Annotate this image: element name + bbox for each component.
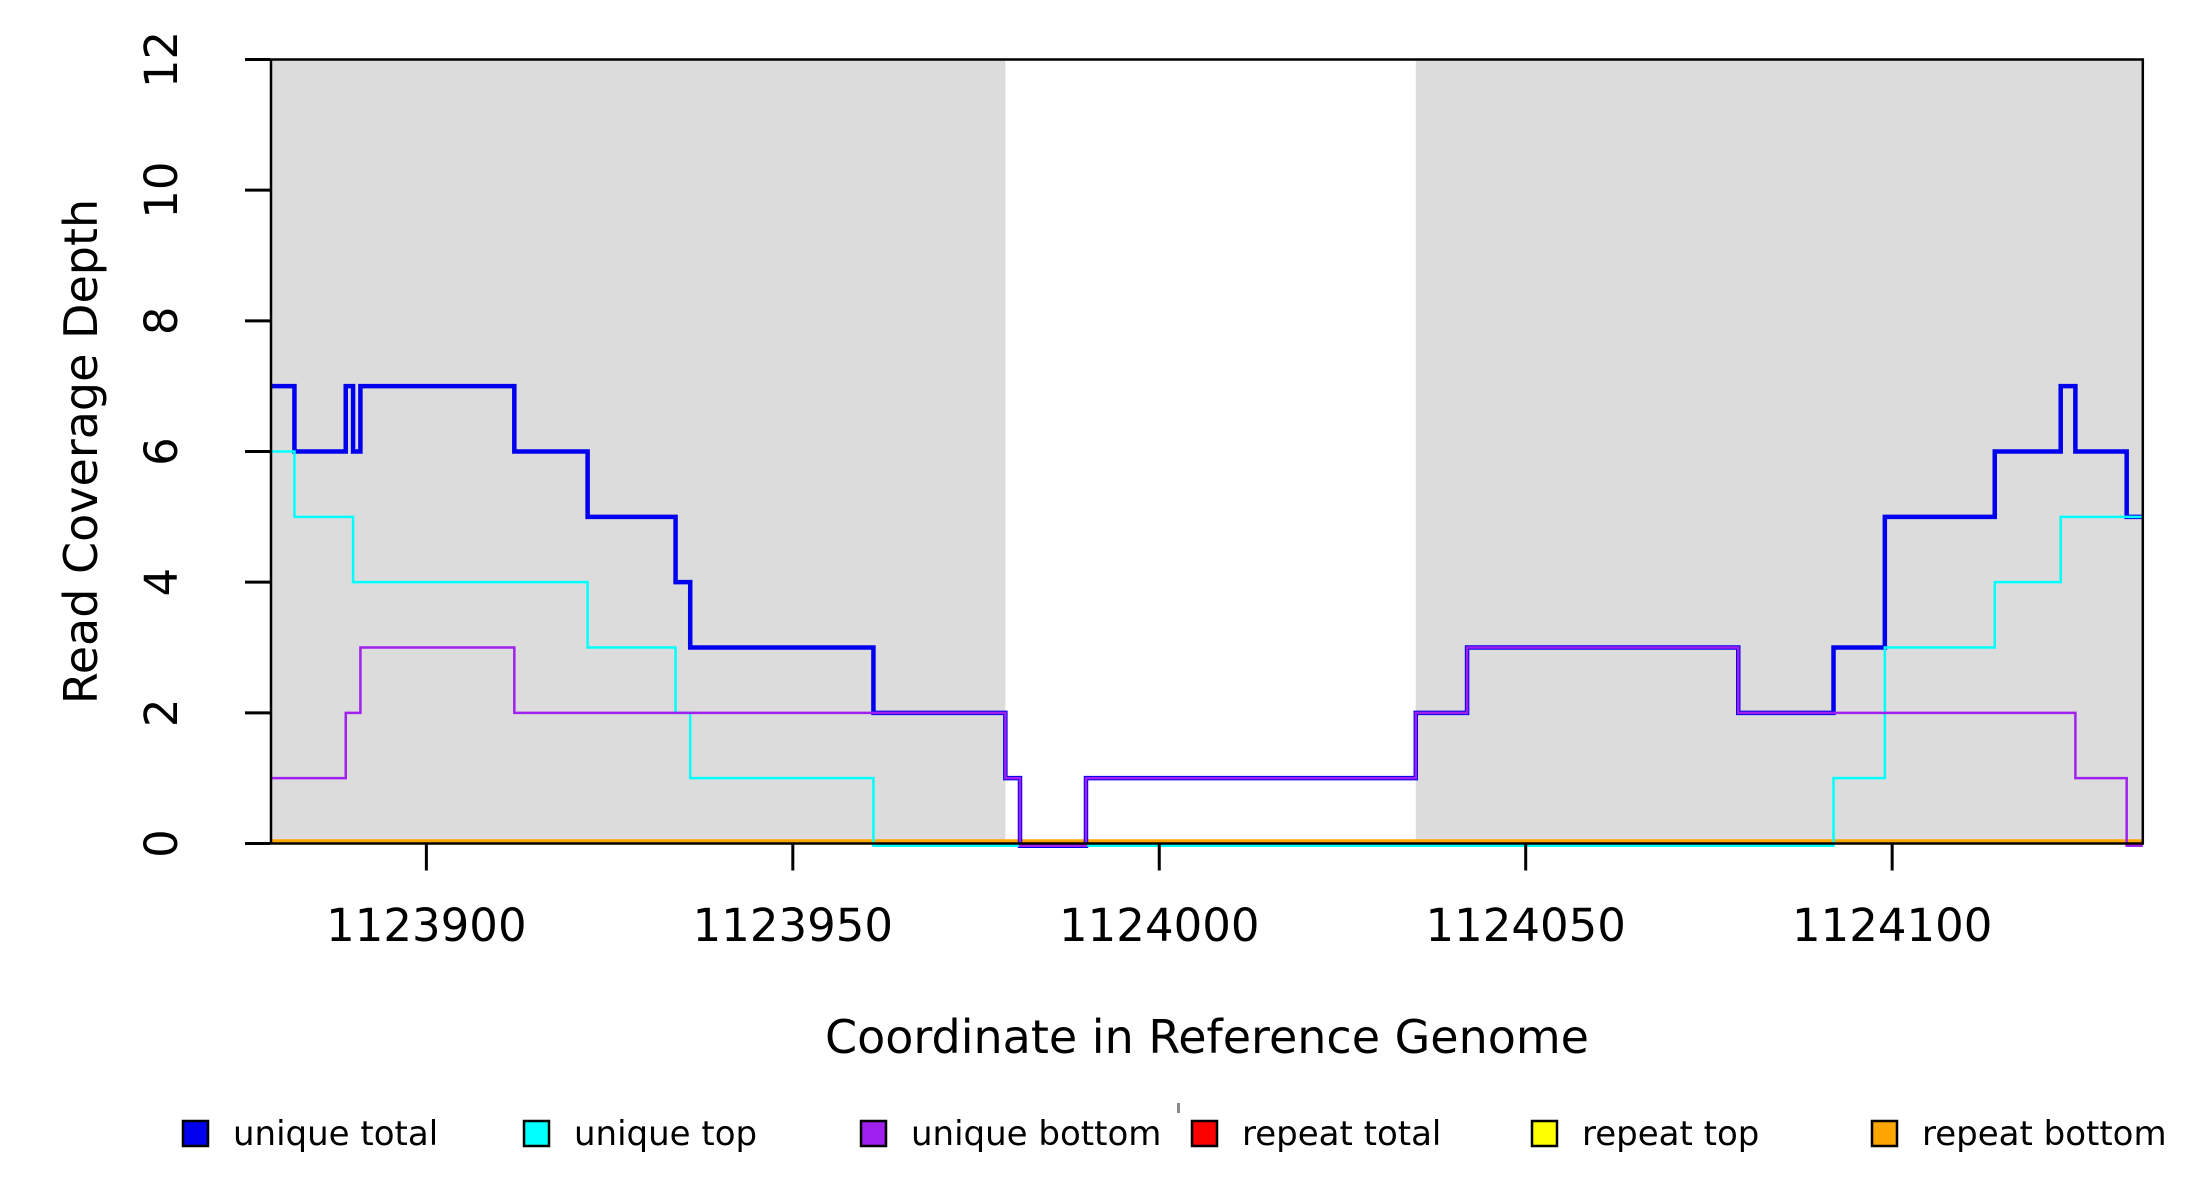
- x-axis-tick-label: 1123950: [693, 899, 893, 952]
- legend-swatch-unique-top: [522, 1119, 551, 1148]
- legend-label-unique-bottom: unique bottom: [911, 1114, 1161, 1154]
- x-axis-tick-label: 1123900: [326, 899, 526, 952]
- legend-swatch-unique-bottom: [859, 1119, 888, 1148]
- legend-label-repeat-top: repeat top: [1582, 1114, 1759, 1154]
- legend-label-repeat-bottom: repeat bottom: [1922, 1114, 2167, 1154]
- legend-swatch-unique-total: [181, 1119, 210, 1148]
- legend-label-unique-total: unique total: [233, 1114, 438, 1154]
- series-line-unique-bottom: [271, 646, 2143, 847]
- stray-mark: [1177, 1103, 1180, 1113]
- y-axis-tick-label: 2: [135, 699, 188, 728]
- legend-swatch-repeat-top: [1530, 1119, 1559, 1148]
- y-axis-tick-label: 10: [135, 162, 188, 219]
- legend-swatch-repeat-total: [1190, 1119, 1219, 1148]
- shaded-region-left: [271, 59, 1006, 844]
- series-line-unique-top: [271, 450, 2143, 847]
- legend-label-repeat-total: repeat total: [1242, 1114, 1441, 1154]
- legend-label-unique-top: unique top: [574, 1114, 757, 1154]
- y-axis-tick-label: 8: [135, 307, 188, 336]
- y-axis-tick-label: 4: [135, 568, 188, 597]
- y-axis-title: Read Coverage Depth: [54, 199, 108, 704]
- x-axis-tick-label: 1124000: [1059, 899, 1259, 952]
- x-axis-tick-label: 1124100: [1792, 899, 1992, 952]
- legend-swatch-repeat-bottom: [1870, 1119, 1899, 1148]
- y-axis-tick-label: 0: [135, 829, 188, 858]
- x-axis-tick-label: 1124050: [1425, 899, 1625, 952]
- x-axis-title: Coordinate in Reference Genome: [825, 1010, 1589, 1064]
- plot-box: [269, 58, 2145, 845]
- y-axis-tick-label: 12: [135, 31, 188, 88]
- y-axis-tick-label: 6: [135, 437, 188, 466]
